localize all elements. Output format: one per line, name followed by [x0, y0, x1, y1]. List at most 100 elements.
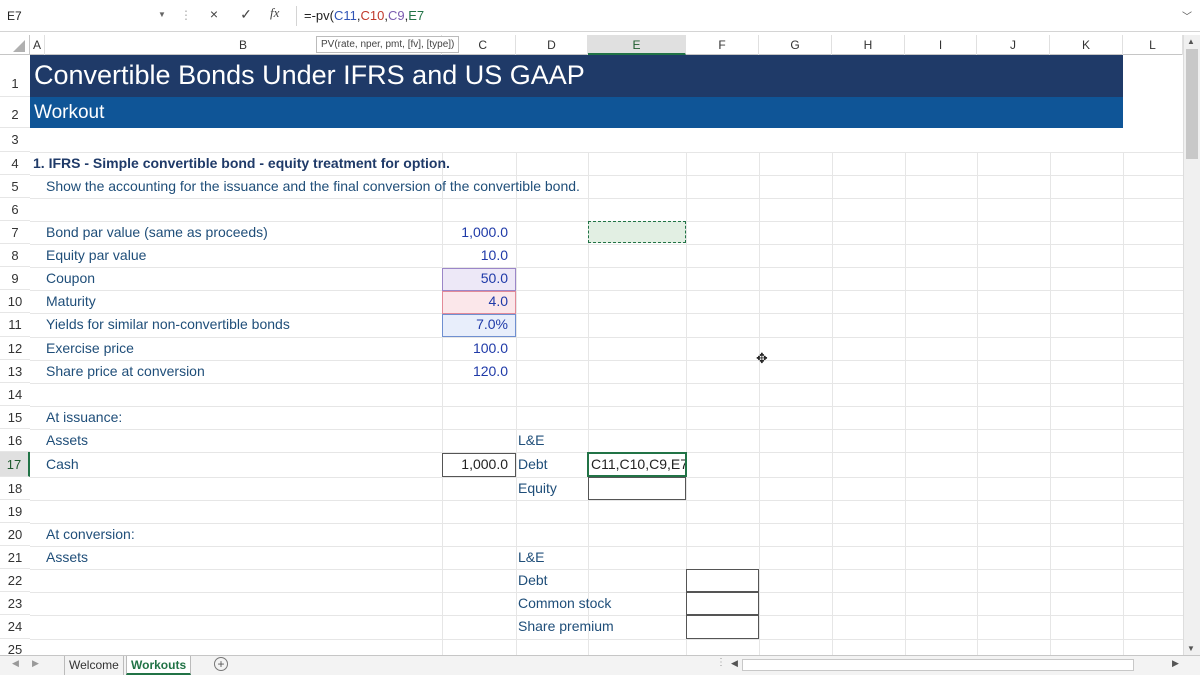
row-header-21[interactable]: 21	[0, 546, 30, 569]
row-header-16[interactable]: 16	[0, 429, 30, 452]
input-label: Maturity	[46, 293, 96, 309]
row-header-17[interactable]: 17	[0, 452, 30, 477]
tab-workouts[interactable]: Workouts	[126, 656, 192, 675]
cell-f22[interactable]	[686, 569, 759, 592]
grid-line	[759, 152, 760, 657]
row-header-15[interactable]: 15	[0, 406, 30, 429]
expand-formula-bar-icon[interactable]: ﹀	[1182, 12, 1192, 23]
formula-comma: ,	[404, 8, 409, 23]
input-value[interactable]: 50.0	[480, 270, 508, 286]
column-header-f[interactable]: F	[686, 35, 759, 55]
grid-line	[30, 429, 1183, 430]
cell-f23[interactable]	[686, 592, 759, 615]
select-all-button[interactable]	[0, 35, 30, 55]
tab-prev-icon[interactable]: ◀	[12, 658, 19, 668]
row-header-8[interactable]: 8	[0, 244, 30, 267]
formula-input[interactable]: =-pv(C11,C10,C9,E7	[304, 6, 424, 26]
cell-c9-highlight[interactable]	[442, 268, 516, 291]
input-value[interactable]: 7.0%	[476, 316, 508, 332]
assets-label: Assets	[46, 549, 89, 565]
horizontal-scrollbar[interactable]	[742, 659, 1134, 671]
grid-line	[1050, 152, 1051, 657]
input-value[interactable]: 1,000.0	[461, 224, 508, 240]
grid-line	[30, 198, 1183, 199]
row-header-6[interactable]: 6	[0, 198, 30, 221]
insert-function-icon[interactable]: fx	[270, 5, 280, 20]
grid-line	[1123, 152, 1124, 657]
row-header-20[interactable]: 20	[0, 523, 30, 546]
grid-line	[30, 290, 1183, 291]
input-value[interactable]: 10.0	[480, 247, 508, 263]
tab-next-icon[interactable]: ▶	[32, 658, 39, 668]
grid-line	[905, 152, 906, 657]
common-stock-label: Common stock	[518, 595, 612, 611]
title-band	[30, 55, 1123, 97]
vertical-scrollbar[interactable]: ▲ ▼	[1183, 35, 1200, 657]
row-header-18[interactable]: 18	[0, 477, 30, 500]
function-tooltip: PV(rate, nper, pmt, [fv], [type])	[316, 36, 460, 53]
column-header-e[interactable]: E	[588, 35, 686, 55]
drag-handle-icon[interactable]: ⋮	[180, 8, 192, 22]
row-header-1[interactable]: 1	[0, 55, 30, 97]
row-header-5[interactable]: 5	[0, 175, 30, 198]
grid-line	[30, 592, 1183, 593]
scroll-up-icon[interactable]: ▲	[1187, 37, 1195, 46]
row-header-23[interactable]: 23	[0, 592, 30, 615]
cell-f24[interactable]	[686, 615, 759, 639]
select-all-triangle-icon	[13, 40, 25, 52]
row-header-11[interactable]: 11	[0, 313, 30, 337]
cell-c10-highlight[interactable]	[442, 291, 516, 314]
le-label: L&E	[518, 432, 545, 448]
row-header-24[interactable]: 24	[0, 615, 30, 639]
cell-c11-highlight[interactable]	[442, 314, 516, 337]
row-header-7[interactable]: 7	[0, 221, 30, 244]
column-header-j[interactable]: J	[977, 35, 1050, 55]
column-header-c[interactable]: C	[442, 35, 516, 55]
share-premium-label: Share premium	[518, 618, 614, 634]
cell-e18[interactable]	[588, 477, 686, 500]
subtitle-band	[30, 97, 1123, 128]
cancel-icon[interactable]: ×	[209, 6, 219, 22]
cell-e7-selected[interactable]	[588, 221, 686, 243]
grid-line	[30, 523, 1183, 524]
row-header-4[interactable]: 4	[0, 152, 30, 175]
scroll-left-icon[interactable]: ◀	[731, 658, 738, 668]
cash-value[interactable]: 1,000.0	[461, 456, 508, 472]
column-header-l[interactable]: L	[1123, 35, 1183, 55]
column-header-g[interactable]: G	[759, 35, 832, 55]
column-header-k[interactable]: K	[1050, 35, 1123, 55]
row-header-9[interactable]: 9	[0, 267, 30, 290]
conversion-heading: At conversion:	[46, 526, 135, 542]
column-header-a[interactable]: A	[30, 35, 45, 55]
column-header-d[interactable]: D	[516, 35, 588, 55]
scroll-down-icon[interactable]: ▼	[1187, 644, 1195, 653]
input-value[interactable]: 120.0	[472, 363, 508, 379]
scroll-right-icon[interactable]: ▶	[1172, 658, 1179, 668]
row-header-3[interactable]: 3	[0, 128, 30, 152]
tab-welcome[interactable]: Welcome	[64, 656, 124, 675]
row-header-13[interactable]: 13	[0, 360, 30, 383]
chevron-down-icon[interactable]: ▼	[158, 10, 166, 19]
input-value[interactable]: 100.0	[472, 340, 508, 356]
row-header-14[interactable]: 14	[0, 383, 30, 406]
row-header-19[interactable]: 19	[0, 500, 30, 523]
sheet-subtitle: Workout	[34, 102, 105, 123]
row-header-22[interactable]: 22	[0, 569, 30, 592]
grid-line	[832, 152, 833, 657]
enter-icon[interactable]: ✓	[240, 6, 252, 22]
column-header-i[interactable]: I	[905, 35, 977, 55]
split-handle-icon[interactable]: ⋮	[716, 657, 726, 668]
row-header-12[interactable]: 12	[0, 337, 30, 360]
add-sheet-icon[interactable]: +	[214, 657, 228, 671]
cell-e17-editing[interactable]: C11,C10,C9,E7	[587, 452, 687, 477]
formula-prefix: =-pv(	[304, 8, 334, 23]
grid-line	[30, 267, 1183, 268]
input-value[interactable]: 4.0	[488, 293, 508, 309]
column-header-h[interactable]: H	[832, 35, 905, 55]
input-label: Bond par value (same as proceeds)	[46, 224, 268, 240]
row-header-2[interactable]: 2	[0, 97, 30, 128]
cell-c17[interactable]	[442, 453, 516, 477]
name-box[interactable]: E7	[7, 9, 22, 23]
row-header-10[interactable]: 10	[0, 290, 30, 313]
scrollbar-thumb[interactable]	[1186, 49, 1198, 159]
